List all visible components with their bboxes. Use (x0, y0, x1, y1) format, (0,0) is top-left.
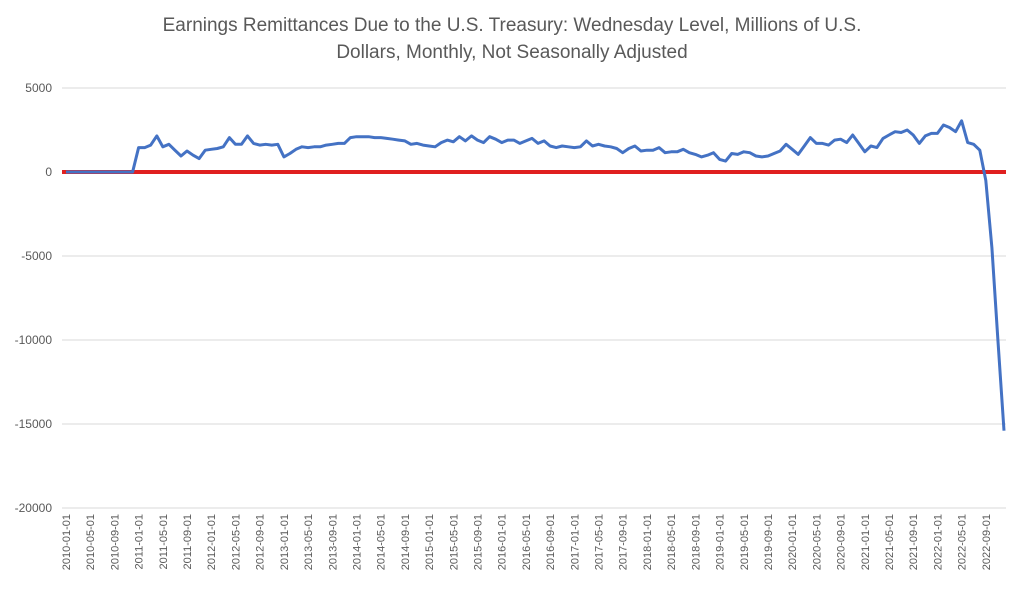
x-tick-label: 2022-09-01 (981, 514, 993, 570)
x-tick-label: 2013-01-01 (279, 514, 291, 570)
x-tick-label: 2015-09-01 (473, 514, 485, 570)
x-tick-label: 2016-05-01 (521, 514, 533, 570)
x-tick-label: 2018-09-01 (690, 514, 702, 570)
y-tick-label: 0 (45, 165, 52, 179)
x-tick-label: 2018-01-01 (642, 514, 654, 570)
x-tick-label: 2019-01-01 (715, 514, 727, 570)
x-tick-label: 2016-01-01 (497, 514, 509, 570)
x-tick-label: 2017-01-01 (569, 514, 581, 570)
x-tick-label: 2011-05-01 (158, 514, 170, 569)
x-tick-label: 2012-05-01 (230, 514, 242, 570)
y-tick-label: -10000 (15, 333, 53, 347)
x-tick-label: 2014-05-01 (376, 514, 388, 570)
y-tick-label: -20000 (15, 501, 53, 515)
y-tick-label: 5000 (25, 81, 52, 95)
x-tick-label: 2021-05-01 (884, 514, 896, 570)
x-tick-label: 2017-05-01 (594, 514, 606, 570)
x-tick-label: 2012-09-01 (255, 514, 267, 570)
series-line-earnings-remittances (66, 119, 1006, 431)
x-tick-label: 2014-01-01 (351, 514, 363, 570)
x-tick-label: 2010-05-01 (85, 514, 97, 570)
chart-title-line-1: Earnings Remittances Due to the U.S. Tre… (162, 15, 862, 36)
x-tick-label: 2010-09-01 (109, 514, 121, 570)
x-tick-label: 2017-09-01 (618, 514, 630, 570)
x-tick-label: 2020-05-01 (811, 514, 823, 570)
x-tick-label: 2021-01-01 (860, 514, 872, 570)
x-tick-label: 2014-09-01 (400, 514, 412, 570)
x-tick-label: 2022-05-01 (957, 514, 969, 570)
chart-title: Earnings Remittances Due to the U.S. Tre… (0, 12, 1024, 66)
x-tick-label: 2012-01-01 (206, 514, 218, 570)
x-tick-label: 2022-01-01 (932, 514, 944, 570)
x-tick-label: 2016-09-01 (545, 514, 557, 570)
x-tick-label: 2011-01-01 (134, 514, 146, 569)
x-tick-label: 2010-01-01 (61, 514, 73, 570)
chart-title-line-2: Dollars, Monthly, Not Seasonally Adjuste… (336, 42, 688, 63)
x-tick-label: 2020-01-01 (787, 514, 799, 570)
x-tick-label: 2020-09-01 (836, 514, 848, 570)
y-tick-label: -15000 (15, 417, 53, 431)
x-tick-label: 2015-01-01 (424, 514, 436, 570)
x-tick-label: 2019-09-01 (763, 514, 775, 570)
y-axis-ticks: 5000 0 -5000 -10000 -15000 -20000 (15, 81, 53, 515)
x-tick-label: 2013-09-01 (327, 514, 339, 570)
x-tick-label: 2015-05-01 (448, 514, 460, 570)
y-tick-label: -5000 (21, 249, 52, 263)
series-lines (62, 119, 1006, 431)
x-tick-label: 2021-09-01 (908, 514, 920, 570)
x-axis-ticks: 2010-01-01 2010-05-01 2010-09-01 2011-01-01… (61, 514, 993, 570)
x-tick-label: 2011-09-01 (182, 514, 194, 569)
x-tick-label: 2019-05-01 (739, 514, 751, 570)
x-tick-label: 2013-05-01 (303, 514, 315, 570)
x-tick-label: 2018-05-01 (666, 514, 678, 570)
